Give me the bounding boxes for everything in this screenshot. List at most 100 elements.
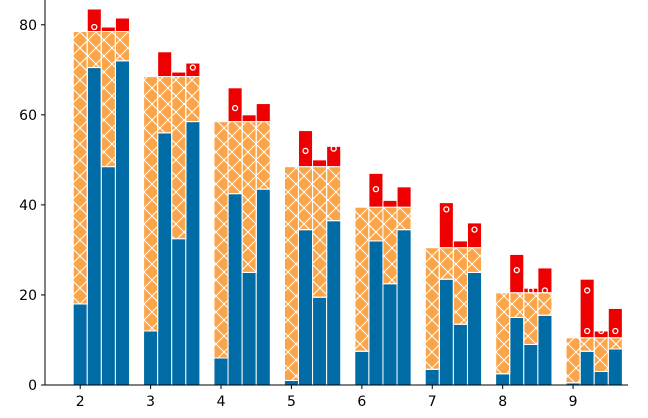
hatch <box>241 121 257 273</box>
marker <box>471 226 478 233</box>
bar-segment <box>171 71 187 78</box>
bar-segment <box>396 229 412 386</box>
bar-segment <box>466 271 483 386</box>
marker <box>231 104 239 112</box>
hatch <box>157 76 173 134</box>
marker <box>584 327 591 335</box>
y-tick-label: 0 <box>28 378 37 394</box>
y-tick-label: 80 <box>19 18 37 34</box>
bar-segment <box>523 343 539 386</box>
bar-segment <box>283 379 299 386</box>
bar-segment <box>593 330 609 339</box>
bar-segment <box>114 17 130 33</box>
bar-segment <box>354 350 370 386</box>
bar-segment <box>579 278 595 339</box>
marker <box>91 23 98 31</box>
hatch <box>72 31 88 305</box>
hatch <box>185 76 201 123</box>
bar-segment <box>495 373 511 386</box>
bar-segment <box>326 220 342 386</box>
y-tick-label: 40 <box>19 198 37 214</box>
marker <box>513 267 520 274</box>
y-tick-label: 60 <box>19 108 37 124</box>
bar-segment <box>509 316 525 386</box>
bar-segment <box>72 303 88 386</box>
bar-segment <box>593 370 609 386</box>
bar-segment <box>213 357 229 386</box>
marker <box>175 64 182 71</box>
bar-segment <box>579 350 595 386</box>
bar-segment <box>255 188 271 386</box>
marker <box>189 64 197 71</box>
bar-segment <box>523 287 539 294</box>
x-tick-label: 6 <box>357 394 366 410</box>
hatch <box>382 206 398 285</box>
bar-segment <box>466 222 483 249</box>
hatch <box>213 121 229 359</box>
bar-segment <box>326 145 342 168</box>
bar-segment <box>452 240 468 249</box>
marker <box>612 327 619 335</box>
marker <box>584 287 591 294</box>
bar-segment <box>368 172 384 208</box>
hatch <box>312 166 328 298</box>
bar-segment <box>438 202 454 249</box>
bar-segment <box>100 26 116 33</box>
hatch <box>255 121 271 190</box>
bar-segment <box>227 87 243 123</box>
hatch <box>283 166 299 381</box>
bar-segment <box>185 121 201 386</box>
marker <box>372 185 380 193</box>
hatch <box>143 76 159 332</box>
hatch <box>354 206 370 352</box>
hatch <box>495 292 511 375</box>
bar-segment <box>509 253 525 294</box>
x-tick-label: 5 <box>287 394 296 410</box>
bar-segment <box>382 283 398 386</box>
hatch <box>396 206 412 231</box>
marker <box>443 206 450 213</box>
bar-segment <box>114 60 130 386</box>
bar-segment <box>452 323 468 386</box>
hatch <box>297 166 314 231</box>
bar-segment <box>157 132 173 386</box>
bar-segment <box>312 159 328 168</box>
marker <box>527 287 534 294</box>
x-tick-label: 8 <box>498 394 507 410</box>
bar-segment <box>297 229 314 386</box>
hatch <box>607 337 623 350</box>
bar-segment <box>143 330 159 386</box>
x-tick-label: 3 <box>146 394 155 410</box>
y-tick-label: 20 <box>19 288 37 304</box>
marker <box>302 147 309 154</box>
x-tick-label: 7 <box>428 394 437 410</box>
hatch <box>368 206 384 242</box>
bar-segment <box>100 166 116 386</box>
hatch <box>579 337 595 352</box>
x-tick-label: 4 <box>217 394 226 410</box>
bar-segment <box>312 296 328 386</box>
bar-segment <box>382 199 398 208</box>
hatch <box>523 292 539 345</box>
bar-segment <box>255 103 271 123</box>
marker <box>598 327 605 335</box>
hatch <box>227 121 243 195</box>
hatch <box>86 31 102 69</box>
marker <box>330 145 337 152</box>
x-tick-label: 9 <box>569 394 578 410</box>
hatch <box>593 337 609 372</box>
hatch <box>424 247 440 370</box>
hatch <box>452 247 468 325</box>
bar-segment <box>607 307 623 339</box>
bar-segment <box>171 238 187 386</box>
x-tick-label: 2 <box>76 394 85 410</box>
bar-segment <box>424 368 440 386</box>
hatch <box>466 247 483 273</box>
bar-segment <box>607 348 623 386</box>
hatch <box>100 31 116 168</box>
bar-segment <box>537 314 553 386</box>
hatch <box>537 292 553 316</box>
bar-segment <box>241 271 257 386</box>
hatch <box>114 31 130 62</box>
